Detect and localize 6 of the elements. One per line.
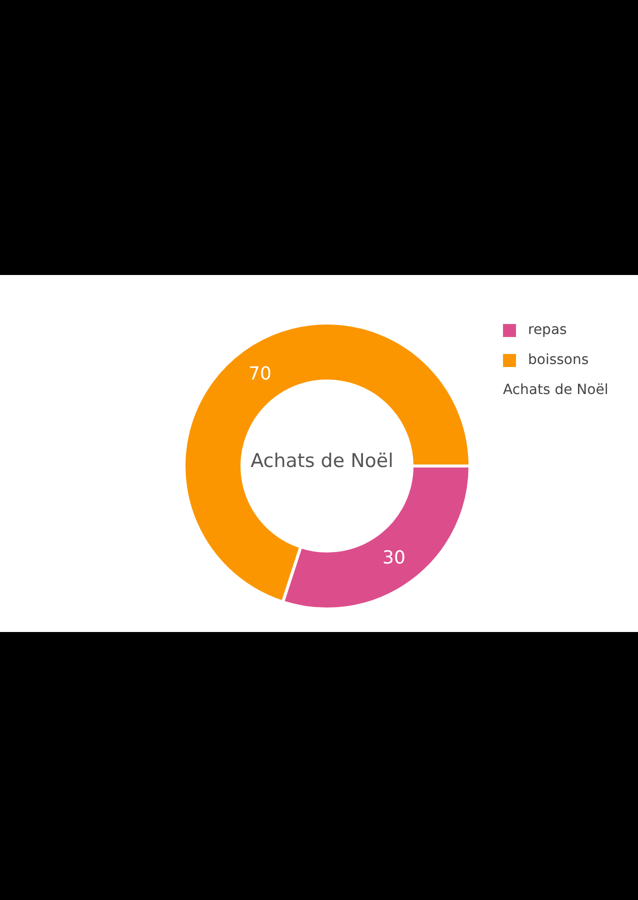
text: Achats de Noël xyxy=(250,450,394,472)
legend-label: boissons xyxy=(528,352,589,368)
data-label: 30 xyxy=(382,548,406,569)
legend-title: Achats de Noël xyxy=(503,382,608,398)
legend-label: repas xyxy=(528,322,567,338)
data-label: 70 xyxy=(248,363,272,384)
